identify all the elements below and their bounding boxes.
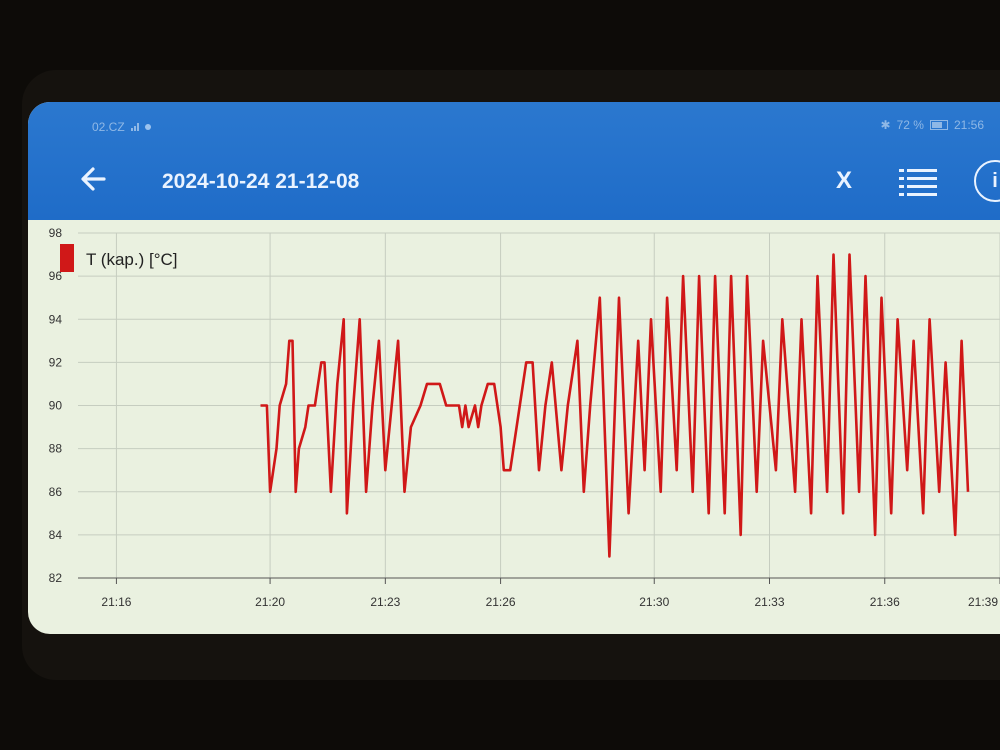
legend-swatch <box>60 244 74 272</box>
signal-icon <box>130 123 139 131</box>
y-tick-label: 86 <box>49 485 63 499</box>
battery-icon <box>929 120 948 130</box>
back-arrow-icon[interactable] <box>78 164 108 194</box>
x-tick-label: 21:39 <box>968 595 998 609</box>
x-tick-label: 21:20 <box>255 595 285 609</box>
status-bar-left: 02.CZ <box>92 120 151 134</box>
y-tick-label: 88 <box>49 442 63 456</box>
bluetooth-icon: ✱ <box>880 118 891 132</box>
battery-percent: 72 % <box>896 118 924 132</box>
y-tick-label: 92 <box>49 355 63 369</box>
notification-dot-icon <box>144 124 151 130</box>
x-tick-label: 21:33 <box>754 595 784 609</box>
x-tick-label: 21:36 <box>870 595 900 609</box>
y-tick-label: 98 <box>49 226 63 240</box>
x-tick-label: 21:30 <box>639 595 669 609</box>
status-bar-right: ✱ 72 % 21:56 <box>881 118 984 132</box>
legend-label: T (kap.) [°C] <box>86 250 178 269</box>
y-tick-label: 84 <box>49 528 63 542</box>
x-tick-label: 21:26 <box>486 595 516 609</box>
y-tick-label: 96 <box>49 269 63 283</box>
close-button[interactable]: X <box>835 167 852 194</box>
carrier-label: 02.CZ <box>92 120 125 134</box>
series-line-temperature <box>260 253 970 558</box>
app-bar: 02.CZ ✱ 72 % 21:56 2024-10-24 21-12-08 X… <box>28 102 1000 220</box>
y-tick-label: 82 <box>49 571 63 585</box>
y-tick-label: 94 <box>49 312 63 326</box>
list-icon[interactable] <box>898 166 938 198</box>
x-tick-label: 21:16 <box>101 595 131 609</box>
x-axis-ticks: 21:16 21:20 21:23 21:26 21:30 21:33 21:36 21:39 <box>101 578 1000 609</box>
y-tick-label: 90 <box>49 399 63 413</box>
page-title: 2024-10-24 21-12-08 <box>162 170 360 193</box>
y-axis-ticks: 82 84 86 88 90 92 94 96 98 <box>49 226 63 585</box>
x-tick-label: 21:23 <box>370 595 400 609</box>
status-time: 21:56 <box>953 118 984 132</box>
